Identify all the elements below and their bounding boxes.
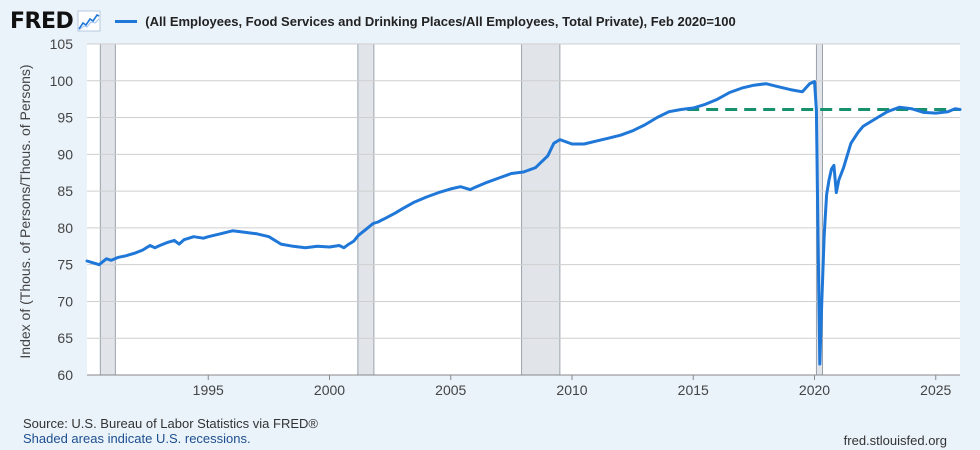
chart-header: FRED (All Employees, Food Services and D… [10,8,736,34]
recession-band [521,43,561,376]
legend-label: (All Employees, Food Services and Drinki… [145,13,736,29]
site-credit[interactable]: fred.stlouisfed.org [843,433,947,448]
x-tick-label: 2025 [920,382,951,398]
fred-logo[interactable]: FRED [10,8,74,34]
y-axis-label: Index of (Thous. of Persons/Thous. of Pe… [17,64,33,358]
x-tick-label: 1995 [193,382,224,398]
y-tick-label: 75 [57,257,73,273]
recession-note: Shaded areas indicate U.S. recessions. [23,431,251,446]
line-chart[interactable]: 60 65 70 75 80 85 90 95 100 105 1995 2000 2005 2010 20… [0,0,980,400]
trend-line-icon [77,10,101,32]
x-tick-label: 2000 [314,382,345,398]
y-tick-label: 85 [57,183,73,199]
y-tick-label: 95 [57,110,73,126]
y-tick-label: 60 [57,367,73,383]
y-tick-label: 100 [50,73,74,89]
x-tick-label: 2015 [678,382,709,398]
y-tick-label: 80 [57,220,73,236]
y-tick-label: 65 [57,330,73,346]
y-tick-label: 90 [57,146,73,162]
x-tick-label: 2005 [435,382,466,398]
y-tick-label: 70 [57,293,73,309]
x-tick-label: 2020 [799,382,830,398]
x-tick-label: 2010 [556,382,587,398]
recession-band [357,43,375,376]
source-note: Source: U.S. Bureau of Labor Statistics … [23,416,318,431]
recession-band [99,43,116,376]
y-tick-label: 105 [50,36,74,52]
chart-legend[interactable]: (All Employees, Food Services and Drinki… [115,13,736,29]
legend-swatch [115,19,138,23]
series-line [85,80,962,366]
chart-footer: Source: U.S. Bureau of Labor Statistics … [23,416,318,446]
